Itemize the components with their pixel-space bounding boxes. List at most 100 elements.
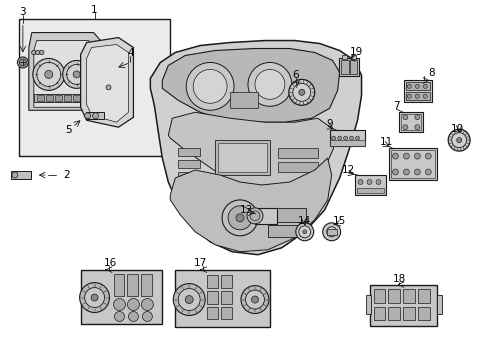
Circle shape [45, 71, 53, 78]
Circle shape [245, 290, 264, 309]
Text: 3: 3 [20, 6, 26, 17]
Text: 12: 12 [341, 165, 354, 175]
Text: 11: 11 [379, 137, 392, 147]
Polygon shape [150, 41, 361, 255]
Text: 17: 17 [193, 258, 206, 268]
Text: 19: 19 [349, 48, 363, 58]
Circle shape [254, 69, 285, 99]
Bar [340, 60, 348, 75]
Text: 16: 16 [103, 258, 117, 268]
Bar [254, 208, 276, 224]
Circle shape [414, 125, 419, 130]
Circle shape [236, 214, 244, 222]
Bar [436, 294, 441, 315]
Text: 10: 10 [450, 124, 463, 134]
Circle shape [295, 223, 313, 241]
Bar [341, 55, 346, 59]
Circle shape [403, 169, 408, 175]
Bar [229, 92, 258, 108]
Circle shape [326, 227, 336, 237]
Bar [338, 58, 358, 76]
Circle shape [322, 223, 340, 241]
Circle shape [73, 71, 80, 78]
Circle shape [32, 50, 36, 55]
Bar [178, 148, 200, 156]
Text: 18: 18 [392, 274, 405, 284]
Bar [329, 130, 364, 146]
Bar [221, 291, 232, 303]
Polygon shape [34, 41, 94, 107]
Bar [365, 294, 370, 315]
Circle shape [249, 211, 260, 221]
Bar [373, 306, 385, 320]
Circle shape [402, 115, 407, 120]
Circle shape [186, 62, 234, 110]
Bar [373, 289, 385, 302]
Bar [55, 95, 61, 101]
Circle shape [246, 208, 263, 224]
Circle shape [392, 153, 398, 159]
Circle shape [447, 129, 469, 151]
Bar [218, 143, 266, 172]
Circle shape [91, 294, 98, 301]
Circle shape [114, 311, 124, 321]
Bar [403, 289, 414, 302]
Circle shape [292, 84, 310, 101]
Text: 9: 9 [325, 119, 332, 129]
Bar [215, 140, 269, 175]
Bar [73, 95, 80, 101]
Circle shape [193, 69, 226, 103]
Bar [178, 172, 200, 180]
Bar [356, 188, 384, 193]
Circle shape [66, 64, 86, 84]
Circle shape [414, 84, 419, 88]
Circle shape [407, 94, 410, 98]
Circle shape [302, 230, 306, 234]
Circle shape [413, 169, 420, 175]
Circle shape [407, 84, 410, 88]
Polygon shape [162, 49, 339, 122]
Circle shape [402, 125, 407, 130]
Bar [354, 175, 386, 195]
Circle shape [18, 57, 28, 68]
Polygon shape [168, 112, 333, 188]
Circle shape [337, 136, 341, 140]
Circle shape [128, 311, 138, 321]
Circle shape [331, 136, 335, 140]
Bar [277, 148, 317, 158]
Circle shape [451, 133, 466, 148]
Circle shape [414, 115, 419, 120]
Bar [267, 225, 305, 237]
Bar [390, 150, 434, 178]
Circle shape [288, 80, 314, 105]
Bar [81, 95, 88, 101]
Text: 5: 5 [65, 125, 72, 135]
Bar [387, 306, 400, 320]
Circle shape [425, 169, 430, 175]
Bar [267, 208, 305, 222]
Bar [113, 274, 124, 296]
Bar [63, 95, 71, 101]
Circle shape [173, 284, 205, 315]
Bar [401, 114, 421, 130]
Bar [81, 270, 162, 324]
Text: 14: 14 [298, 216, 311, 226]
Bar [34, 94, 93, 102]
Circle shape [375, 180, 380, 184]
Circle shape [423, 94, 427, 98]
Bar [403, 306, 414, 320]
Bar [178, 160, 200, 168]
Bar [11, 171, 31, 179]
Bar [388, 148, 436, 180]
Circle shape [106, 85, 111, 90]
Bar [406, 82, 429, 90]
Bar [369, 285, 436, 327]
Bar [19, 19, 170, 156]
Circle shape [456, 138, 461, 143]
Circle shape [141, 298, 153, 310]
Text: 1: 1 [91, 5, 98, 15]
Circle shape [251, 296, 258, 303]
Bar [85, 112, 103, 119]
Bar [404, 80, 431, 102]
Circle shape [298, 89, 304, 95]
